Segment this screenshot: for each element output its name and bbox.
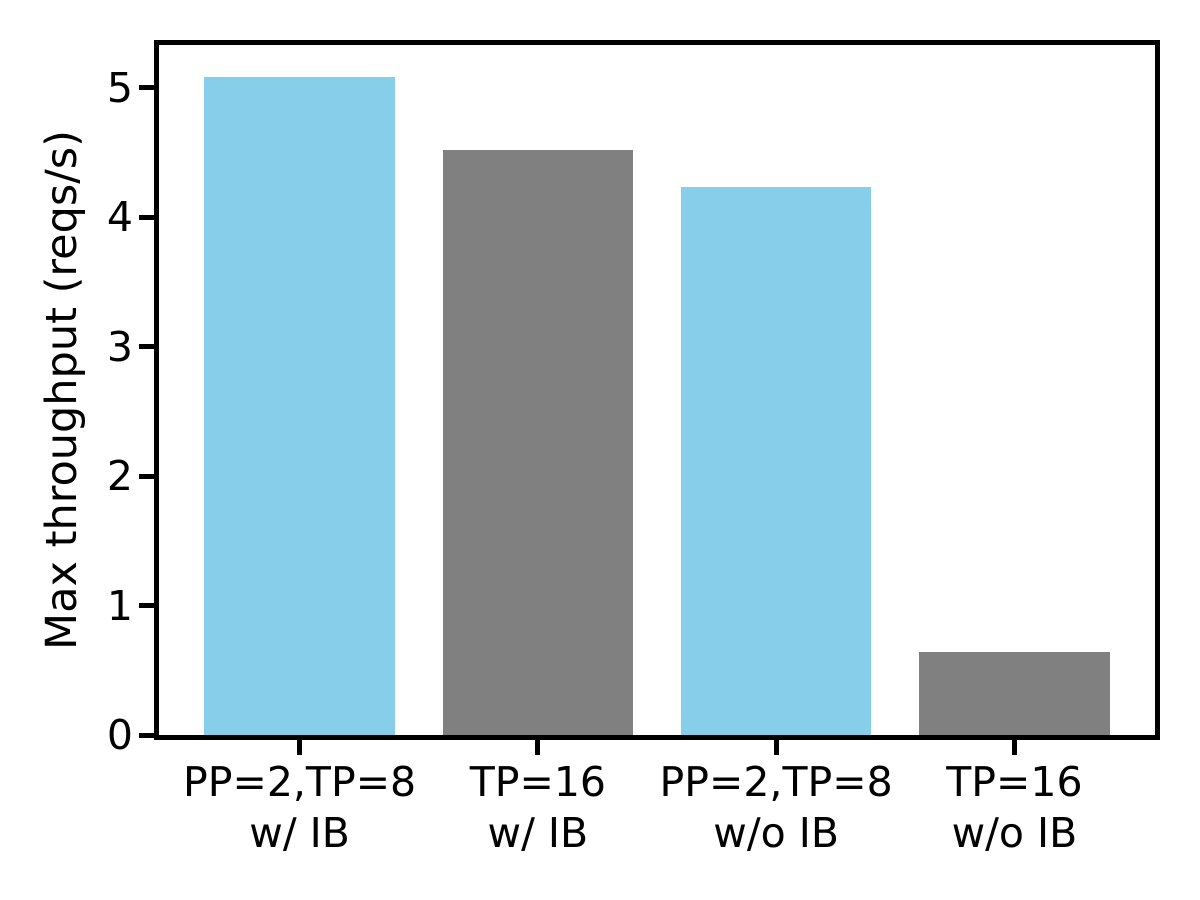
x-tick-label-0: PP=2,TP=8 w/ IB [183,758,417,857]
y-tick-mark-3 [139,344,154,350]
x-tick-mark-2 [773,740,779,755]
x-tick-mark-0 [297,740,303,755]
plot-area-inner: 0 1 2 3 4 5 PP=2,TP=8 w/ IB TP=16 w/ IB PP=2,TP=… [107,45,1155,857]
bar-3 [919,652,1110,735]
y-tick-mark-5 [139,85,154,91]
y-tick-label-4: 4 [106,193,133,242]
y-tick-mark-0 [139,732,154,738]
bar-1 [442,149,634,735]
y-tick-mark-4 [139,214,154,220]
y-tick-label-2: 2 [106,452,133,501]
y-tick-mark-2 [139,473,154,479]
y-tick-label-5: 5 [106,63,133,112]
y-tick-label-0: 0 [106,711,133,759]
bar-2 [680,187,872,735]
y-tick-label-1: 1 [106,581,133,630]
plot-area: 0 1 2 3 4 5 PP=2,TP=8 w/ IB TP=16 w/ IB PP=2,TP=… [107,40,1160,857]
x-tick-mark-3 [1011,740,1017,755]
bar-0 [204,77,395,735]
x-tick-label-1: TP=16 w/ IB [469,758,606,857]
y-tick-mark-1 [139,603,154,609]
x-tick-mark-1 [535,740,541,755]
y-tick-label-3: 3 [106,322,133,371]
x-tick-label-2: PP=2,TP=8 w/o IB [659,758,893,857]
x-tick-label-3: TP=16 w/o IB [946,758,1083,857]
